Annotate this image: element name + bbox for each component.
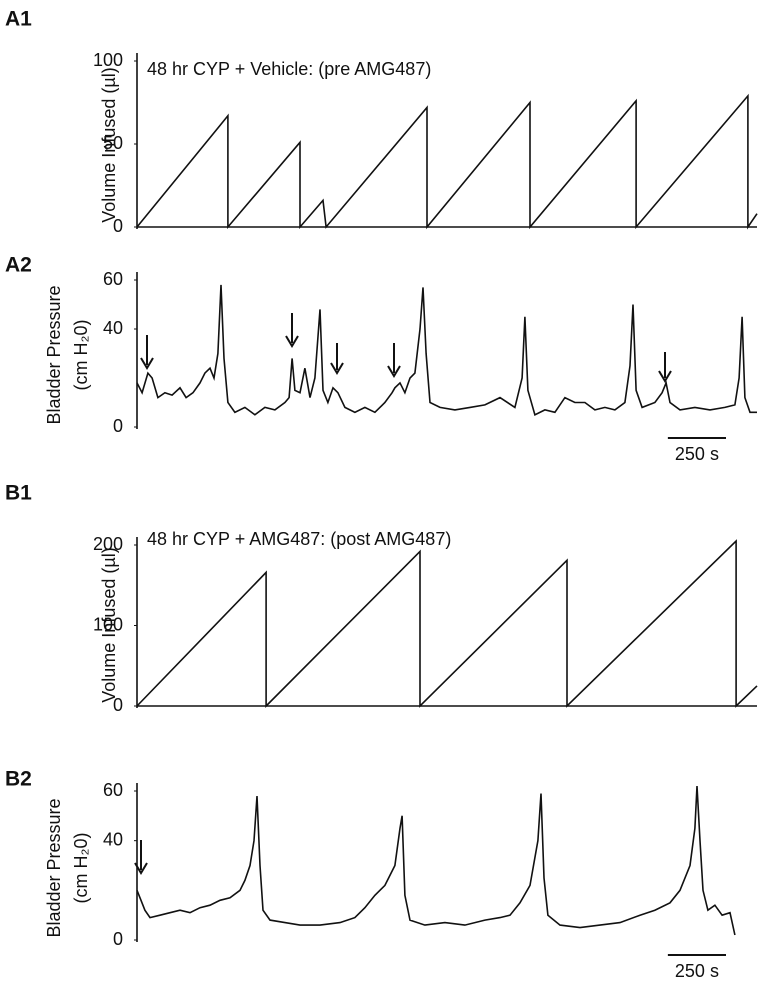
trace — [136, 539, 758, 708]
panel-label: B2 — [5, 768, 32, 791]
y-axis-label: (cm H₂0) — [71, 320, 91, 391]
y-axis-label: (cm H₂0) — [71, 833, 91, 904]
panel-label: A2 — [5, 254, 32, 277]
annotation: 48 hr CYP + Vehicle: (pre AMG487) — [147, 59, 431, 79]
y-tick-label: 50 — [103, 133, 123, 153]
panel-3: B2 0 40 60 Bladder Pressure (cm H₂0) 250 s — [5, 768, 736, 981]
y-tick-label: 60 — [103, 780, 123, 800]
y-tick-label: 200 — [93, 534, 123, 554]
y-tick-label: 60 — [103, 269, 123, 289]
trace — [136, 284, 757, 416]
panel-2: B1 48 hr CYP + AMG487: (post AMG487) 0 100 2… — [5, 482, 758, 715]
annotation: 48 hr CYP + AMG487: (post AMG487) — [147, 529, 451, 549]
y-axis-label: Bladder Pressure — [44, 285, 64, 424]
panel-1: A2 0 40 60 Bladder Pressure (cm H₂0) 250 s — [5, 254, 757, 464]
scale-bar-label: 250 s — [675, 961, 719, 981]
y-tick-label: 40 — [103, 318, 123, 338]
scale-bar-label: 250 s — [675, 444, 719, 464]
y-tick-label: 40 — [103, 829, 123, 849]
panel-0: A1 48 hr CYP + Vehicle: (pre AMG487) 0 50 10… — [5, 8, 758, 236]
y-axis-label: Bladder Pressure — [44, 798, 64, 937]
panel-label: B1 — [5, 482, 32, 505]
arrows — [134, 313, 672, 875]
y-axis-label: Volume Infused (µl) — [99, 67, 119, 222]
y-tick-label: 0 — [113, 216, 123, 236]
y-tick-label: 100 — [93, 50, 123, 70]
y-tick-label: 0 — [113, 695, 123, 715]
trace — [136, 785, 736, 936]
panel-label: A1 — [5, 8, 32, 31]
y-tick-label: 0 — [113, 416, 123, 436]
y-tick-label: 0 — [113, 929, 123, 949]
y-tick-label: 100 — [93, 614, 123, 634]
trace — [136, 93, 758, 230]
y-axis-label: Volume Infused (µl) — [99, 547, 119, 702]
